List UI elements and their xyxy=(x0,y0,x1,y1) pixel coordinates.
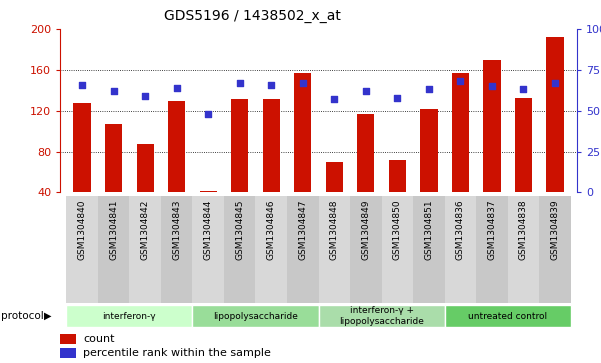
Bar xyxy=(66,305,192,327)
Bar xyxy=(326,162,343,192)
Bar xyxy=(60,334,76,344)
Bar xyxy=(420,109,438,192)
Text: percentile rank within the sample: percentile rank within the sample xyxy=(84,348,271,358)
Bar xyxy=(287,196,319,303)
Bar xyxy=(350,196,382,303)
Text: GSM1304851: GSM1304851 xyxy=(424,199,433,260)
Point xyxy=(78,82,87,87)
Bar xyxy=(508,196,539,303)
Text: interferon-γ: interferon-γ xyxy=(103,312,156,321)
Text: GSM1304845: GSM1304845 xyxy=(235,199,244,260)
Bar xyxy=(161,196,192,303)
Bar xyxy=(445,305,571,327)
Bar xyxy=(514,98,532,192)
Text: untreated control: untreated control xyxy=(468,312,547,321)
Text: GSM1304840: GSM1304840 xyxy=(78,199,87,260)
Text: GSM1304847: GSM1304847 xyxy=(298,199,307,260)
Point xyxy=(298,80,308,86)
Bar xyxy=(255,196,287,303)
Bar xyxy=(452,73,469,192)
Point xyxy=(329,97,339,102)
Point xyxy=(424,87,434,93)
Text: GSM1304838: GSM1304838 xyxy=(519,199,528,260)
Bar xyxy=(294,73,311,192)
Point xyxy=(141,93,150,99)
Text: GSM1304849: GSM1304849 xyxy=(361,199,370,260)
Text: GSM1304843: GSM1304843 xyxy=(172,199,182,260)
Point xyxy=(172,85,182,91)
Text: GSM1304839: GSM1304839 xyxy=(551,199,560,260)
Text: GDS5196 / 1438502_x_at: GDS5196 / 1438502_x_at xyxy=(164,9,341,23)
Bar xyxy=(60,348,76,358)
Bar xyxy=(224,196,255,303)
Bar xyxy=(546,37,564,192)
Text: GSM1304836: GSM1304836 xyxy=(456,199,465,260)
Point xyxy=(392,95,402,101)
Point xyxy=(456,78,465,84)
Bar xyxy=(168,101,185,192)
Text: lipopolysaccharide: lipopolysaccharide xyxy=(213,312,298,321)
Text: protocol: protocol xyxy=(1,311,43,321)
Bar xyxy=(476,196,508,303)
Bar xyxy=(98,196,129,303)
Text: ▶: ▶ xyxy=(44,311,51,321)
Text: count: count xyxy=(84,334,115,344)
Point xyxy=(519,87,528,93)
Point xyxy=(361,88,371,94)
Text: GSM1304842: GSM1304842 xyxy=(141,199,150,260)
Bar xyxy=(73,102,91,192)
Text: GSM1304848: GSM1304848 xyxy=(330,199,339,260)
Bar xyxy=(129,196,161,303)
Bar xyxy=(263,99,280,192)
Text: GSM1304837: GSM1304837 xyxy=(487,199,496,260)
Bar xyxy=(319,196,350,303)
Bar xyxy=(382,196,413,303)
Point xyxy=(235,80,245,86)
Bar xyxy=(136,144,154,192)
Text: interferon-γ +
lipopolysaccharide: interferon-γ + lipopolysaccharide xyxy=(339,306,424,326)
Bar xyxy=(445,196,476,303)
Bar xyxy=(192,305,319,327)
Bar xyxy=(357,114,374,192)
Bar xyxy=(483,60,501,192)
Bar xyxy=(200,191,217,192)
Point xyxy=(550,80,560,86)
Bar xyxy=(389,160,406,192)
Point xyxy=(109,88,118,94)
Text: GSM1304841: GSM1304841 xyxy=(109,199,118,260)
Bar xyxy=(319,305,445,327)
Bar xyxy=(539,196,571,303)
Bar xyxy=(231,99,248,192)
Point xyxy=(266,82,276,87)
Text: GSM1304846: GSM1304846 xyxy=(267,199,276,260)
Point xyxy=(203,111,213,117)
Bar xyxy=(192,196,224,303)
Point xyxy=(487,83,496,89)
Bar xyxy=(105,124,123,192)
Bar xyxy=(66,196,98,303)
Text: GSM1304850: GSM1304850 xyxy=(393,199,402,260)
Bar xyxy=(413,196,445,303)
Text: GSM1304844: GSM1304844 xyxy=(204,199,213,260)
